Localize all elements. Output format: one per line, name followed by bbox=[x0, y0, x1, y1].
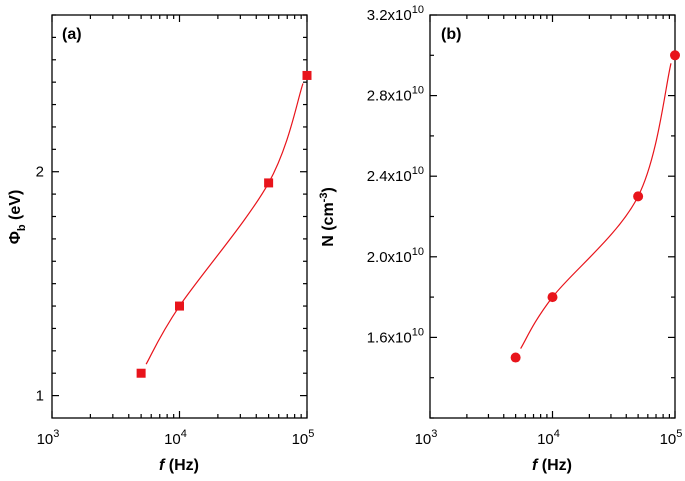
panel-b-y-axis-label: N (cm-3) bbox=[318, 187, 337, 247]
y-tick-label: 2.8x1010 bbox=[367, 85, 424, 105]
x-tick-label: 104 bbox=[164, 428, 187, 448]
panel-b-frame bbox=[429, 14, 676, 419]
y-tick-label: 1.6x1010 bbox=[367, 326, 424, 346]
x-tick-label: 105 bbox=[292, 428, 315, 448]
panel-a-label: (a) bbox=[62, 26, 82, 43]
panel-b-x-axis-label: f (Hz) bbox=[532, 457, 572, 474]
panel-a-chart: (a) 103 104 105 1 2 f (Hz) Φb (eV) bbox=[7, 14, 315, 474]
data-point bbox=[633, 191, 644, 202]
panel-a-x-axis-label: f (Hz) bbox=[159, 457, 199, 474]
data-point bbox=[510, 352, 521, 363]
panel-a-frame bbox=[51, 14, 308, 419]
panel-a-y-axis-label: Φb (eV) bbox=[7, 190, 28, 245]
data-point bbox=[670, 50, 680, 61]
data-point bbox=[264, 178, 274, 188]
panel-a-fit-curve bbox=[145, 83, 304, 365]
y-tick-label: 2.0x1010 bbox=[367, 246, 424, 266]
data-point bbox=[136, 368, 146, 378]
panel-b-chart: (b) 103 104 105 1.6x1010 2.0x1010 2.4x1010 2.… bbox=[318, 4, 682, 474]
x-tick-label: 105 bbox=[660, 428, 683, 448]
data-point bbox=[175, 301, 184, 311]
x-tick-label: 103 bbox=[415, 428, 438, 448]
y-tick-label: 2.4x1010 bbox=[367, 165, 424, 185]
y-tick-label: 2 bbox=[36, 164, 44, 181]
y-tick-label: 1 bbox=[36, 388, 44, 405]
x-tick-label: 103 bbox=[37, 428, 60, 448]
panel-b-fit-curve bbox=[520, 63, 672, 349]
y-tick-label: 3.2x1010 bbox=[367, 4, 424, 24]
data-point bbox=[302, 70, 312, 80]
x-tick-label: 104 bbox=[537, 428, 560, 448]
data-point bbox=[547, 292, 558, 303]
panel-b-label: (b) bbox=[441, 26, 461, 43]
